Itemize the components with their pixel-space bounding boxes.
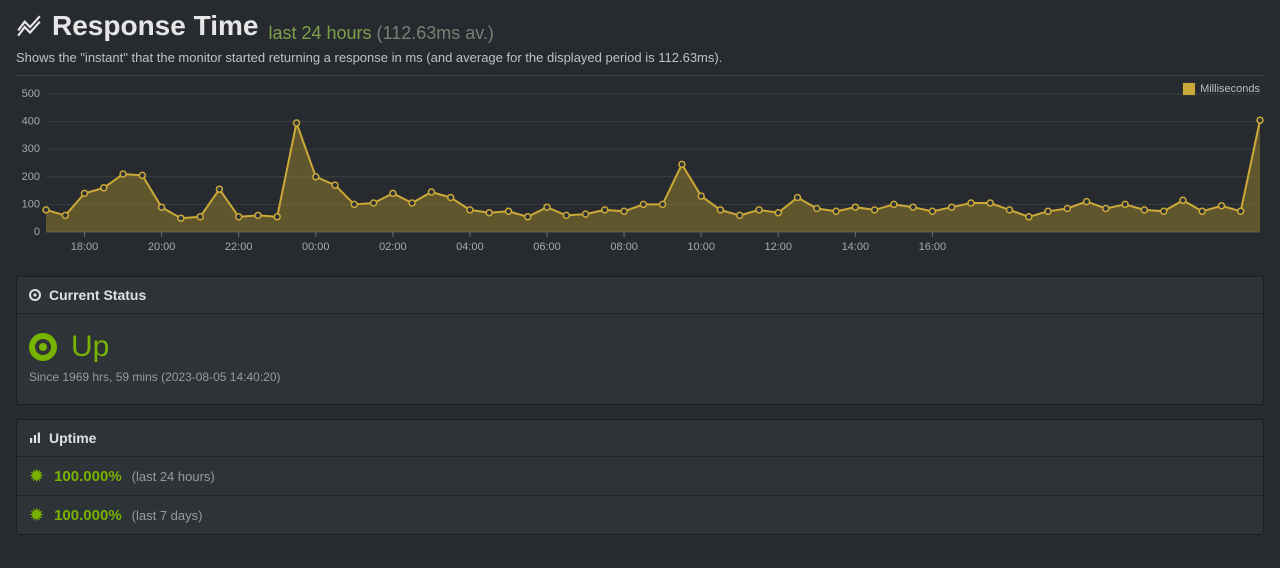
- uptime-panel: Uptime ✹ 100.000% (last 24 hours) ✹ 100.000%…: [16, 419, 1264, 535]
- legend-label: Milliseconds: [1200, 83, 1260, 95]
- uptime-period: (last 7 days): [132, 508, 203, 523]
- svg-text:02:00: 02:00: [379, 241, 407, 253]
- uptime-row: ✹ 100.000% (last 24 hours): [17, 457, 1263, 495]
- legend-swatch: [1182, 82, 1196, 96]
- svg-text:200: 200: [22, 171, 40, 183]
- status-label: Up: [71, 330, 109, 364]
- response-time-chart[interactable]: Milliseconds 0 100 200 300 400 500 18:00 20:00 2…: [16, 82, 1264, 262]
- status-row: Up: [29, 324, 1251, 368]
- chart-line-icon: [16, 13, 42, 39]
- uptime-row: ✹ 100.000% (last 7 days): [17, 495, 1263, 534]
- up-status-icon: [29, 333, 57, 361]
- svg-text:20:00: 20:00: [148, 241, 176, 253]
- svg-text:10:00: 10:00: [687, 241, 715, 253]
- uptime-header: Uptime: [17, 420, 1263, 457]
- status-since: Since 1969 hrs, 59 mins (2023-08-05 14:4…: [29, 370, 1251, 384]
- certificate-icon: ✹: [29, 467, 44, 485]
- subtitle-avg: (112.63ms av.): [377, 23, 494, 43]
- svg-text:14:00: 14:00: [842, 241, 870, 253]
- uptime-pct: 100.000%: [54, 507, 122, 524]
- page-title-text: Response Time: [52, 10, 258, 42]
- svg-text:16:00: 16:00: [919, 241, 947, 253]
- uptime-list: ✹ 100.000% (last 24 hours) ✹ 100.000% (last 7…: [17, 457, 1263, 534]
- bar-chart-icon: [29, 432, 41, 444]
- svg-text:500: 500: [22, 88, 40, 100]
- response-time-svg: 0 100 200 300 400 500 18:00 20:00 22:00 00:00 02:0…: [16, 82, 1264, 262]
- svg-text:18:00: 18:00: [71, 241, 99, 253]
- chart-description: Shows the "instant" that the monitor sta…: [16, 44, 1264, 76]
- chart-header: Response Time last 24 hours (112.63ms av…: [16, 10, 1264, 44]
- svg-text:12:00: 12:00: [764, 241, 792, 253]
- uptime-pct: 100.000%: [54, 468, 122, 485]
- chart-legend[interactable]: Milliseconds: [1182, 82, 1260, 96]
- subtitle-period: last 24 hours: [268, 23, 371, 43]
- status-dot-icon: [29, 289, 41, 301]
- svg-text:400: 400: [22, 116, 40, 128]
- page-title: Response Time: [16, 10, 258, 42]
- svg-text:300: 300: [22, 143, 40, 155]
- current-status-panel: Current Status Up Since 1969 hrs, 59 min…: [16, 276, 1264, 405]
- uptime-period: (last 24 hours): [132, 469, 215, 484]
- svg-text:100: 100: [22, 198, 40, 210]
- svg-text:00:00: 00:00: [302, 241, 330, 253]
- svg-text:0: 0: [34, 226, 40, 238]
- current-status-title: Current Status: [49, 287, 146, 303]
- svg-text:22:00: 22:00: [225, 241, 253, 253]
- uptime-title: Uptime: [49, 430, 96, 446]
- svg-text:04:00: 04:00: [456, 241, 484, 253]
- svg-text:06:00: 06:00: [533, 241, 561, 253]
- current-status-header: Current Status: [17, 277, 1263, 314]
- subtitle: last 24 hours (112.63ms av.): [268, 23, 493, 44]
- svg-text:08:00: 08:00: [610, 241, 638, 253]
- certificate-icon: ✹: [29, 506, 44, 524]
